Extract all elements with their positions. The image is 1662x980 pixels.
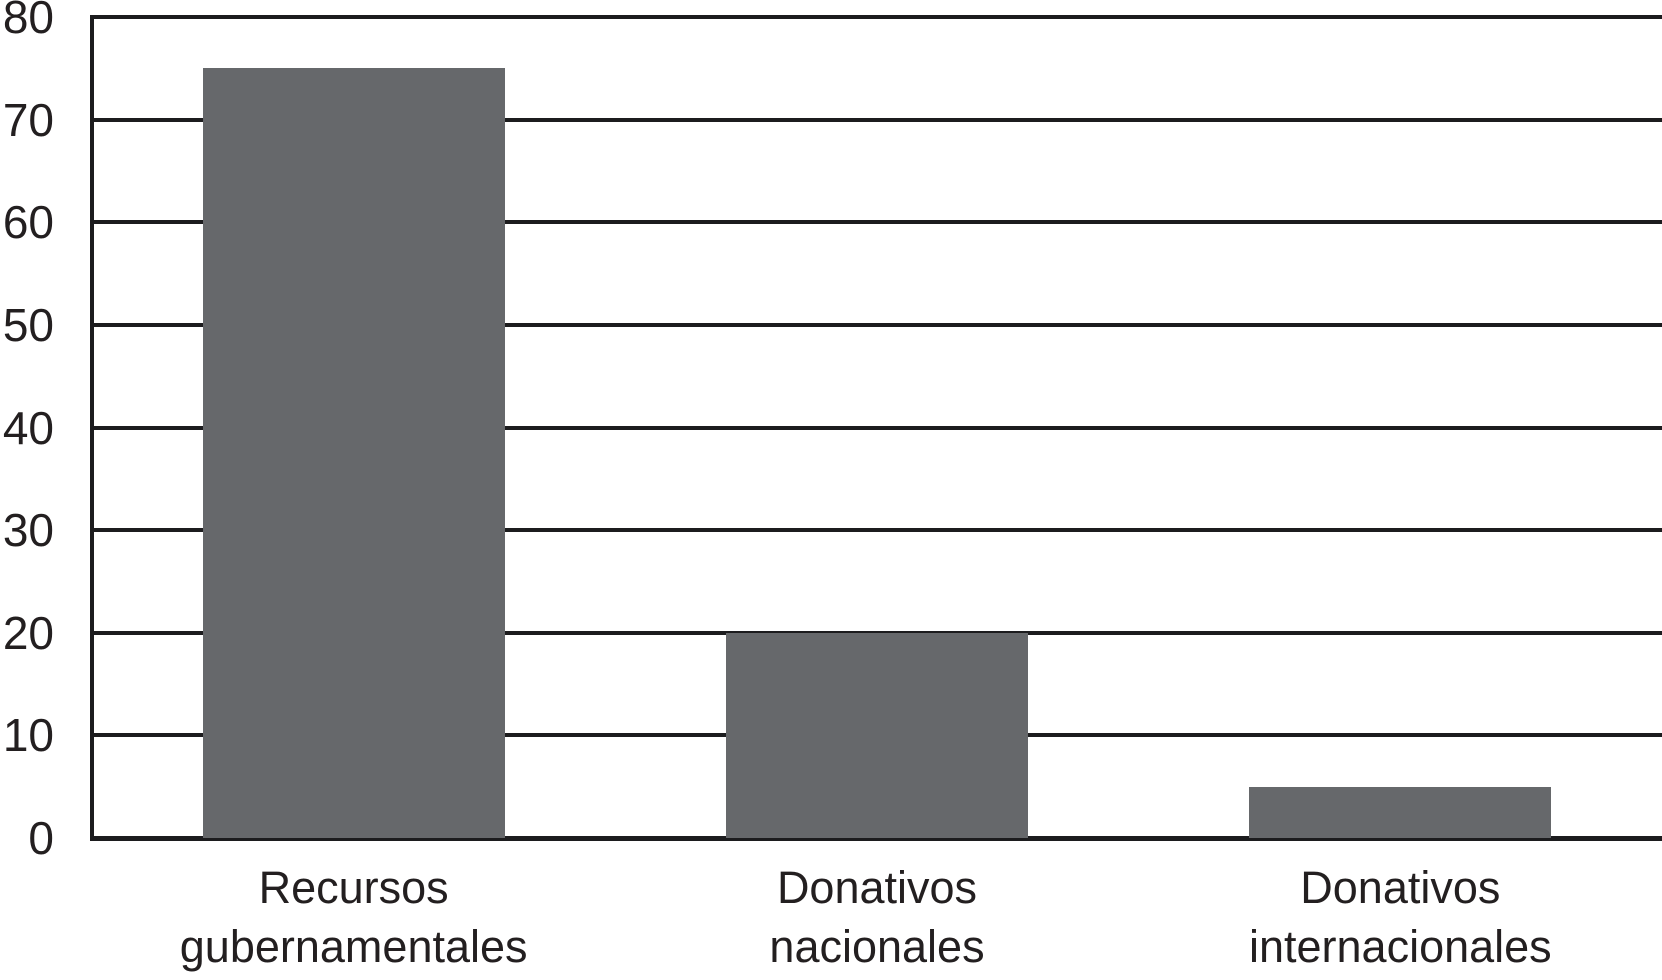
gridline-60 [92, 220, 1662, 225]
y-tick-label-60: 60 [2, 196, 54, 249]
gridline-80 [92, 15, 1662, 19]
gridline-50 [92, 322, 1662, 327]
y-tick-label-80: 80 [2, 0, 54, 43]
y-tick-label-70: 70 [2, 93, 54, 146]
y-tick-label-40: 40 [2, 401, 54, 454]
bar-donativos-nacionales [726, 632, 1028, 838]
category-label-1: Recursos gubernamentales [179, 862, 528, 972]
gridline-70 [92, 117, 1662, 122]
y-tick-label-0: 0 [28, 812, 54, 864]
y-tick-label-30: 30 [2, 504, 54, 557]
category-label-3: Donativos internacionales [1248, 862, 1552, 972]
gridline-40 [92, 425, 1662, 430]
category-label-2: Donativos nacionales [769, 862, 985, 972]
y-tick-label-10: 10 [2, 709, 54, 762]
y-tick-label-20: 20 [2, 606, 54, 659]
bar-donativos-internacionales [1249, 786, 1552, 838]
gridline-30 [92, 528, 1662, 533]
x-axis-line [90, 836, 1662, 841]
bar-recursos-gubernamentales [202, 68, 505, 838]
y-tick-label-50: 50 [2, 298, 54, 351]
plot-area [90, 15, 1662, 841]
